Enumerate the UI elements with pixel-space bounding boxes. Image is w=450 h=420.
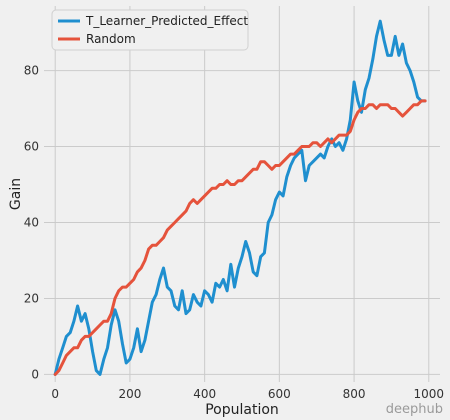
series-layer bbox=[53, 19, 427, 376]
x-tick-label: 0 bbox=[51, 387, 59, 401]
x-tick-label: 200 bbox=[118, 387, 141, 401]
x-axis-label: Population bbox=[205, 402, 279, 418]
series-line-t-learner bbox=[53, 19, 427, 376]
legend-label-random: Random bbox=[86, 32, 136, 46]
legend-box bbox=[51, 9, 249, 51]
y-tick-label: 60 bbox=[24, 140, 39, 154]
x-tick-label: 600 bbox=[268, 387, 291, 401]
plot-background bbox=[44, 6, 440, 382]
watermark-text: deephub bbox=[386, 402, 443, 417]
y-tick-label: 40 bbox=[24, 215, 39, 229]
y-tick-labels: 0 20 40 60 80 bbox=[24, 64, 39, 382]
x-tick-label: 400 bbox=[193, 387, 216, 401]
legend-label-t-learner: T_Learner_Predicted_Effect bbox=[85, 14, 248, 28]
y-tick-label: 20 bbox=[24, 291, 39, 305]
x-tick-label: 1000 bbox=[414, 387, 445, 401]
series-line-random bbox=[53, 99, 427, 376]
y-tick-label: 80 bbox=[24, 64, 39, 78]
x-tick-label: 800 bbox=[343, 387, 366, 401]
y-axis-label: Gain bbox=[8, 178, 24, 210]
x-tick-labels: 0 200 400 600 800 1000 bbox=[51, 387, 444, 401]
y-tick-label: 0 bbox=[31, 367, 39, 381]
legend: T_Learner_Predicted_Effect Random bbox=[51, 9, 249, 51]
